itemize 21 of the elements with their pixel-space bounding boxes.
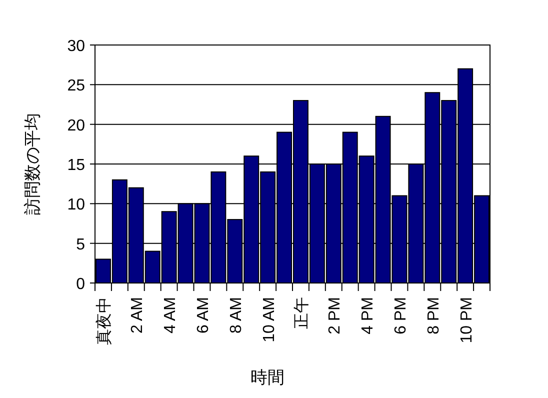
- x-tick-label: 6 AM: [194, 297, 212, 334]
- x-tick-label: 正午: [294, 297, 311, 329]
- y-tick-label: 0: [76, 276, 86, 293]
- x-tick-label: 10 PM: [458, 297, 476, 344]
- x-tick-label: 2 PM: [326, 297, 344, 334]
- y-tick-label: 5: [76, 236, 86, 254]
- y-axis-title: 訪問数の平均: [23, 113, 42, 215]
- y-tick-label: 25: [67, 78, 86, 95]
- x-tick-label: 8 PM: [425, 297, 442, 334]
- x-tick-label: 10 AM: [260, 297, 278, 342]
- x-tick-label: 8 AM: [228, 297, 245, 334]
- x-axis-title: 時間: [250, 368, 284, 387]
- x-tick-label: 6 PM: [392, 297, 410, 334]
- y-tick-label: 20: [67, 117, 86, 134]
- x-tick-label: 4 AM: [162, 297, 180, 334]
- x-tick-label: 2 AM: [129, 297, 146, 334]
- x-tick-label: 4 PM: [360, 297, 377, 334]
- y-tick-label: 10: [67, 196, 86, 214]
- y-tick-label: 30: [67, 38, 86, 55]
- y-tick-label: 15: [67, 157, 86, 174]
- x-tick-label: 真夜中: [95, 297, 114, 345]
